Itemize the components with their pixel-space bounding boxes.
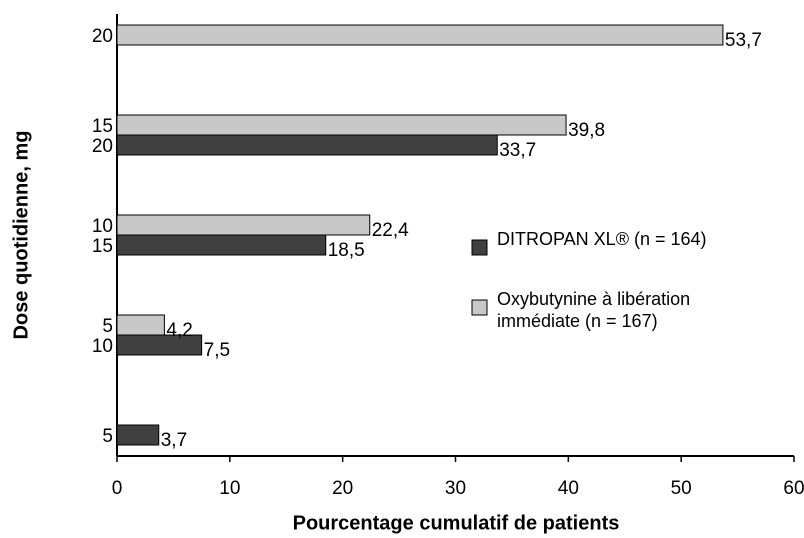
- bar-label: 5: [102, 316, 113, 337]
- value-label: 39,8: [568, 120, 605, 141]
- bar: [116, 134, 498, 156]
- x-tick-label: 40: [558, 478, 579, 499]
- value-label: 7,5: [204, 340, 230, 361]
- y-axis-title: Dose quotidienne, mg: [10, 131, 32, 340]
- bar-label: 5: [102, 426, 113, 447]
- bar-label: 20: [92, 26, 113, 47]
- legend-label: DITROPAN XL® (n = 164): [497, 229, 707, 249]
- bar-label: 15: [92, 236, 113, 257]
- legend-swatch: [471, 299, 488, 316]
- x-tick-label: 30: [445, 478, 466, 499]
- bar-label: 15: [92, 116, 113, 137]
- legend-label: Oxybutynine à libération immédiate (n = …: [497, 289, 691, 331]
- bar-label: 20: [92, 136, 113, 157]
- value-label: 3,7: [161, 430, 187, 451]
- legend-entry: Oxybutynine à libération immédiate (n = …: [497, 289, 691, 331]
- bar: [116, 424, 160, 446]
- x-axis-title: Pourcentage cumulatif de patients: [293, 512, 620, 534]
- bar-label: 10: [92, 216, 113, 237]
- x-tick-label: 60: [783, 478, 804, 499]
- legend-swatch: [471, 239, 488, 256]
- value-label: 22,4: [372, 220, 409, 241]
- x-tick-label: 50: [671, 478, 692, 499]
- x-tick-label: 10: [219, 478, 240, 499]
- value-label: 18,5: [328, 240, 365, 261]
- legend-entry: DITROPAN XL® (n = 164): [497, 229, 707, 249]
- x-tick-label: 0: [112, 478, 123, 499]
- bar: [116, 234, 327, 256]
- value-label: 53,7: [725, 30, 762, 51]
- bar: [116, 114, 567, 136]
- bar-label: 10: [92, 336, 113, 357]
- bar: [116, 214, 371, 236]
- value-label: 4,2: [166, 320, 192, 341]
- value-label: 33,7: [499, 140, 536, 161]
- x-tick-label: 20: [332, 478, 353, 499]
- bar: [116, 314, 165, 336]
- bar: [116, 24, 724, 46]
